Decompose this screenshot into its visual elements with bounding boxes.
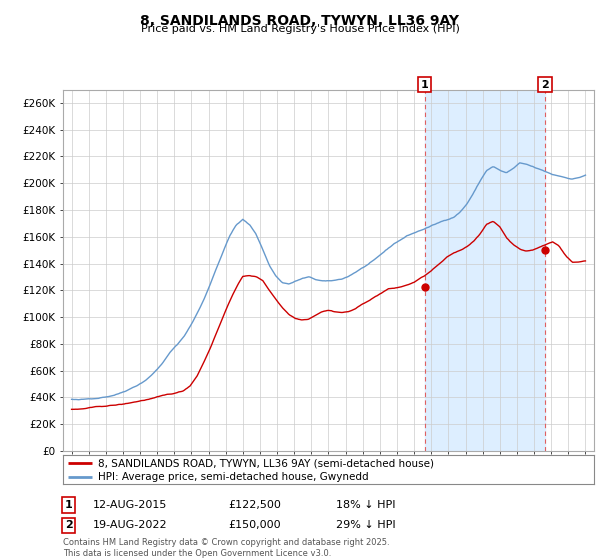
Text: 18% ↓ HPI: 18% ↓ HPI bbox=[336, 500, 395, 510]
Text: 2: 2 bbox=[541, 80, 549, 90]
Text: 29% ↓ HPI: 29% ↓ HPI bbox=[336, 520, 395, 530]
Text: 8, SANDILANDS ROAD, TYWYN, LL36 9AY: 8, SANDILANDS ROAD, TYWYN, LL36 9AY bbox=[140, 14, 460, 28]
Text: 12-AUG-2015: 12-AUG-2015 bbox=[93, 500, 167, 510]
Text: 1: 1 bbox=[421, 80, 428, 90]
Text: 2: 2 bbox=[65, 520, 73, 530]
Text: £122,500: £122,500 bbox=[228, 500, 281, 510]
Bar bbox=[425, 90, 545, 451]
Text: HPI: Average price, semi-detached house, Gwynedd: HPI: Average price, semi-detached house,… bbox=[98, 472, 368, 482]
Text: £150,000: £150,000 bbox=[228, 520, 281, 530]
Text: 1: 1 bbox=[65, 500, 73, 510]
Text: Contains HM Land Registry data © Crown copyright and database right 2025.
This d: Contains HM Land Registry data © Crown c… bbox=[63, 538, 389, 558]
Text: Price paid vs. HM Land Registry's House Price Index (HPI): Price paid vs. HM Land Registry's House … bbox=[140, 24, 460, 34]
Text: 8, SANDILANDS ROAD, TYWYN, LL36 9AY (semi-detached house): 8, SANDILANDS ROAD, TYWYN, LL36 9AY (sem… bbox=[98, 459, 434, 468]
Text: 19-AUG-2022: 19-AUG-2022 bbox=[93, 520, 167, 530]
